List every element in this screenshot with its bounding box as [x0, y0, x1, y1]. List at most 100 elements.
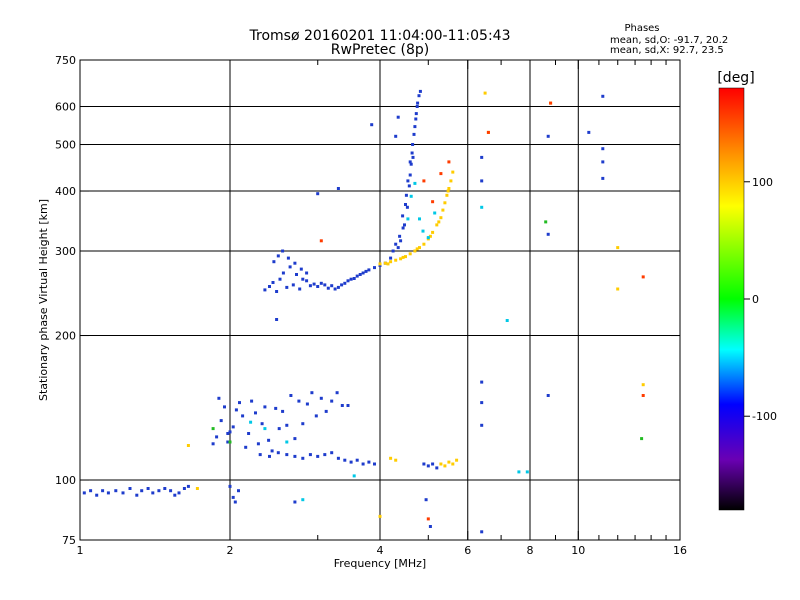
data-point — [480, 423, 484, 427]
data-point — [431, 200, 435, 204]
data-point — [128, 487, 132, 490]
data-point — [549, 101, 553, 105]
data-point — [173, 493, 177, 497]
data-point — [641, 275, 645, 279]
data-point — [260, 422, 264, 426]
data-point — [299, 267, 303, 271]
data-point — [441, 208, 445, 212]
data-point — [367, 268, 371, 272]
data-point — [278, 277, 282, 281]
data-point — [289, 394, 293, 397]
data-point — [601, 176, 605, 180]
data-point — [114, 489, 118, 493]
data-point — [281, 271, 285, 275]
data-point — [428, 525, 432, 528]
y-tick-label: 600 — [55, 101, 76, 114]
data-point — [298, 287, 302, 291]
data-point — [424, 498, 428, 502]
data-point — [151, 491, 155, 495]
data-point — [135, 493, 139, 497]
data-point — [418, 89, 422, 93]
data-point — [422, 179, 426, 183]
data-point — [270, 449, 274, 453]
data-point — [416, 101, 420, 105]
data-point — [352, 474, 356, 478]
data-point — [404, 203, 407, 206]
data-point — [601, 94, 605, 98]
data-point — [480, 155, 484, 159]
data-point — [601, 147, 605, 151]
data-point — [439, 216, 443, 220]
data-point — [219, 419, 223, 423]
data-point — [288, 265, 292, 269]
data-point — [211, 442, 215, 446]
y-axis-label: Stationary phase Virtual Height [km] — [37, 199, 50, 401]
data-point — [146, 487, 150, 490]
data-point — [186, 444, 190, 447]
data-point — [268, 285, 271, 288]
data-point — [316, 285, 320, 288]
data-point — [505, 319, 509, 322]
x-tick-label: 16 — [673, 544, 687, 557]
data-point — [447, 160, 451, 164]
data-point — [274, 406, 278, 410]
data-point — [480, 205, 484, 209]
data-point — [408, 252, 412, 256]
data-point — [398, 234, 402, 238]
x-axis-label: Frequency [MHz] — [334, 557, 426, 570]
data-point — [233, 500, 237, 504]
data-point — [305, 279, 309, 283]
data-point — [285, 440, 289, 444]
data-point — [422, 462, 426, 466]
data-point — [333, 287, 337, 291]
data-point — [394, 134, 398, 138]
data-point — [336, 285, 340, 289]
data-point — [291, 283, 295, 287]
data-point — [177, 491, 181, 495]
data-point — [254, 411, 257, 415]
x-tick-label: 2 — [227, 544, 234, 557]
data-point — [267, 438, 271, 442]
data-point — [231, 495, 235, 499]
data-point — [435, 466, 439, 470]
data-point — [483, 91, 487, 95]
data-point — [367, 460, 371, 464]
data-point — [401, 214, 405, 218]
data-point — [316, 454, 320, 458]
data-point — [399, 257, 403, 261]
data-point — [101, 489, 105, 493]
data-point — [340, 404, 344, 407]
data-point — [544, 220, 548, 224]
data-point — [305, 402, 309, 406]
data-point — [293, 454, 297, 458]
data-point — [439, 172, 443, 176]
data-point — [486, 130, 490, 134]
colorbar — [718, 87, 745, 511]
data-point — [480, 401, 484, 405]
data-point — [386, 262, 390, 266]
data-point — [412, 132, 416, 136]
data-point — [312, 282, 316, 286]
data-point — [378, 514, 382, 518]
data-point — [445, 193, 449, 197]
data-point — [616, 246, 620, 250]
data-point — [546, 232, 550, 236]
data-point — [319, 239, 323, 243]
data-point — [335, 391, 339, 395]
data-point — [215, 435, 219, 439]
data-point — [343, 458, 347, 462]
data-point — [404, 193, 408, 197]
data-point — [421, 229, 425, 233]
data-point — [431, 462, 435, 466]
data-point — [276, 451, 280, 455]
chart-subtitle: RwPretec (8p) — [331, 42, 429, 58]
data-point — [217, 396, 221, 400]
data-point — [258, 453, 262, 457]
data-point — [271, 281, 275, 284]
data-point — [480, 380, 484, 384]
data-point — [346, 279, 350, 283]
data-point — [281, 409, 285, 413]
data-point — [231, 425, 235, 429]
data-point — [223, 405, 226, 409]
